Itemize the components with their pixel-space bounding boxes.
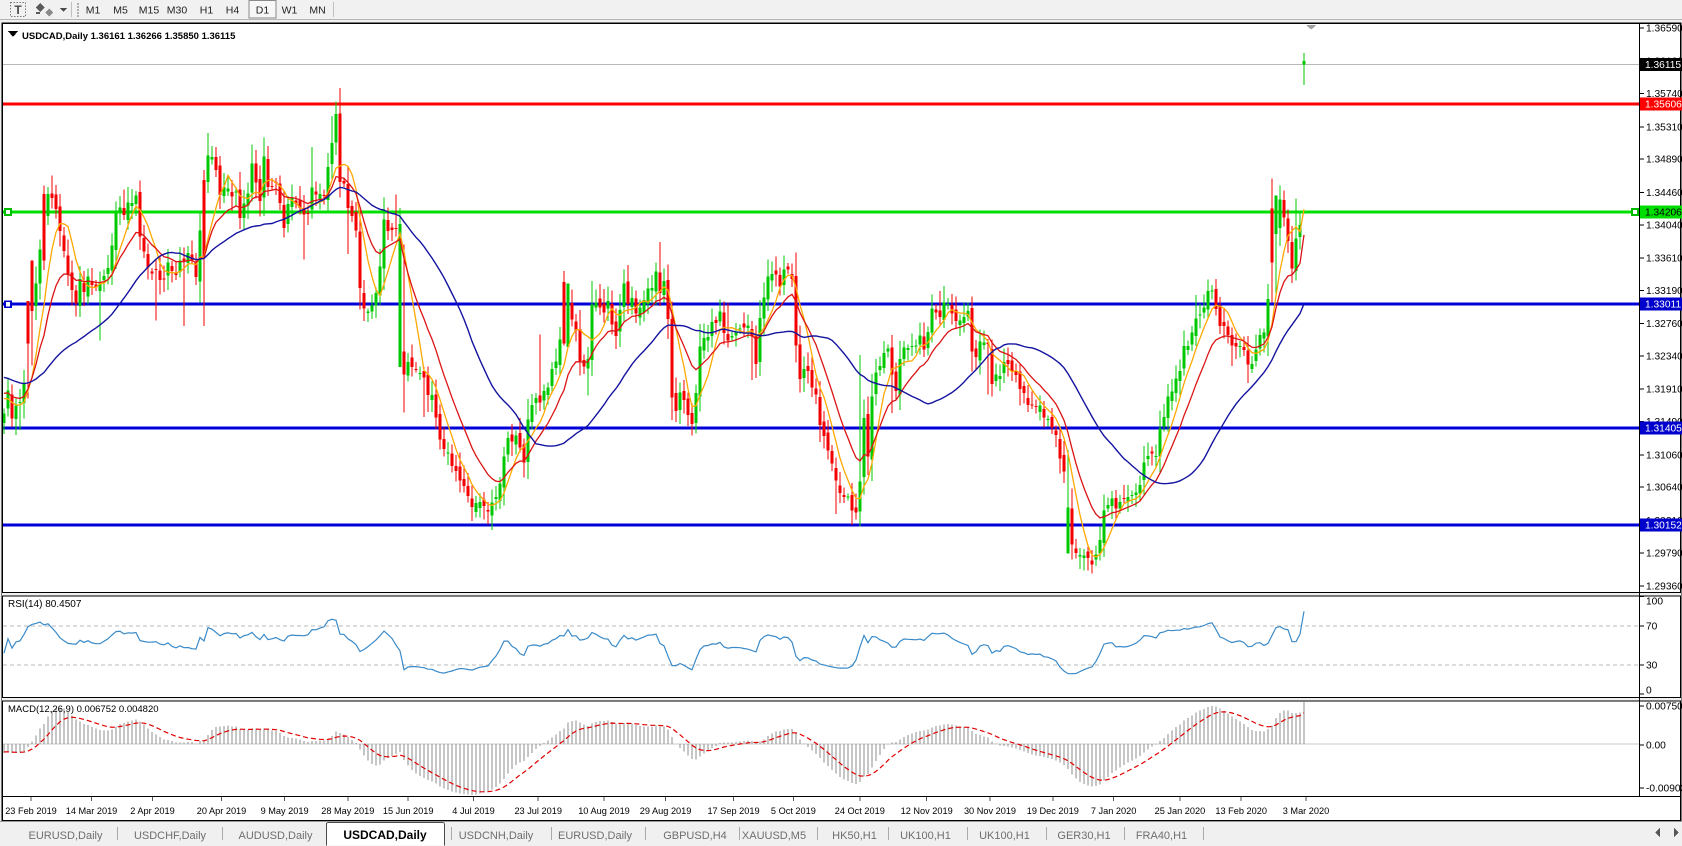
svg-text:W1: W1 bbox=[282, 5, 298, 17]
svg-text:USDCNH,Daily: USDCNH,Daily bbox=[459, 830, 534, 842]
svg-text:USDCHF,Daily: USDCHF,Daily bbox=[134, 830, 207, 842]
svg-text:T: T bbox=[14, 3, 22, 17]
svg-text:UK100,H1: UK100,H1 bbox=[979, 830, 1030, 842]
svg-text:1.34040: 1.34040 bbox=[1646, 220, 1682, 231]
svg-text:1.33610: 1.33610 bbox=[1646, 254, 1682, 265]
svg-text:1.32760: 1.32760 bbox=[1646, 319, 1682, 330]
svg-text:1.31405: 1.31405 bbox=[1645, 424, 1682, 435]
svg-text:1.36590: 1.36590 bbox=[1646, 24, 1682, 35]
svg-text:15 Jun 2019: 15 Jun 2019 bbox=[383, 806, 434, 816]
svg-text:MN: MN bbox=[309, 5, 325, 17]
svg-text:23 Jul 2019: 23 Jul 2019 bbox=[514, 806, 562, 816]
svg-text:0: 0 bbox=[1646, 686, 1652, 697]
svg-text:M1: M1 bbox=[86, 5, 101, 17]
svg-text:29 Aug 2019: 29 Aug 2019 bbox=[640, 806, 692, 816]
svg-text:2 Apr 2019: 2 Apr 2019 bbox=[130, 806, 174, 816]
svg-text:0.00: 0.00 bbox=[1646, 741, 1666, 752]
svg-text:25 Jan 2020: 25 Jan 2020 bbox=[1155, 806, 1206, 816]
svg-text:1.34460: 1.34460 bbox=[1646, 188, 1682, 199]
svg-text:XAUUSD,M5: XAUUSD,M5 bbox=[742, 830, 806, 842]
svg-text:M5: M5 bbox=[113, 5, 128, 17]
svg-text:13 Feb 2020: 13 Feb 2020 bbox=[1215, 806, 1267, 816]
svg-text:9 May 2019: 9 May 2019 bbox=[261, 806, 309, 816]
svg-text:1.35740: 1.35740 bbox=[1646, 89, 1682, 100]
svg-text:4 Jul 2019: 4 Jul 2019 bbox=[452, 806, 494, 816]
svg-text:1.32340: 1.32340 bbox=[1646, 352, 1682, 363]
svg-text:5 Oct 2019: 5 Oct 2019 bbox=[771, 806, 816, 816]
svg-text:12 Nov 2019: 12 Nov 2019 bbox=[901, 806, 953, 816]
svg-text:23 Feb 2019: 23 Feb 2019 bbox=[5, 806, 57, 816]
svg-text:17 Sep 2019: 17 Sep 2019 bbox=[707, 806, 759, 816]
svg-text:1.35606: 1.35606 bbox=[1645, 99, 1682, 110]
svg-text:19 Dec 2019: 19 Dec 2019 bbox=[1027, 806, 1079, 816]
svg-text:1.34890: 1.34890 bbox=[1646, 155, 1682, 166]
svg-text:EURUSD,Daily: EURUSD,Daily bbox=[558, 830, 632, 842]
svg-text:7 Jan 2020: 7 Jan 2020 bbox=[1091, 806, 1136, 816]
svg-text:20 Apr 2019: 20 Apr 2019 bbox=[197, 806, 247, 816]
svg-text:30 Nov 2019: 30 Nov 2019 bbox=[964, 806, 1016, 816]
svg-text:24 Oct 2019: 24 Oct 2019 bbox=[835, 806, 885, 816]
svg-text:1.29360: 1.29360 bbox=[1646, 582, 1682, 593]
svg-text:1.31910: 1.31910 bbox=[1646, 385, 1682, 396]
svg-text:GER30,H1: GER30,H1 bbox=[1057, 830, 1110, 842]
svg-text:AUDUSD,Daily: AUDUSD,Daily bbox=[239, 830, 313, 842]
svg-text:0.007503: 0.007503 bbox=[1646, 702, 1682, 713]
svg-text:D1: D1 bbox=[256, 5, 270, 17]
svg-text:1.29790: 1.29790 bbox=[1646, 548, 1682, 559]
svg-text:-0.009033: -0.009033 bbox=[1646, 784, 1682, 795]
svg-text:14 Mar 2019: 14 Mar 2019 bbox=[66, 806, 118, 816]
svg-text:MACD(12,26,9) 0.006752 0.00482: MACD(12,26,9) 0.006752 0.004820 bbox=[8, 704, 159, 715]
svg-text:H1: H1 bbox=[200, 5, 214, 17]
svg-text:GBPUSD,H4: GBPUSD,H4 bbox=[663, 830, 727, 842]
svg-text:EURUSD,Daily: EURUSD,Daily bbox=[29, 830, 103, 842]
svg-text:FRA40,H1: FRA40,H1 bbox=[1136, 830, 1187, 842]
svg-text:1.36115: 1.36115 bbox=[1645, 60, 1681, 71]
svg-text:HK50,H1: HK50,H1 bbox=[832, 830, 877, 842]
svg-text:3 Mar 2020: 3 Mar 2020 bbox=[1283, 806, 1329, 816]
svg-text:1.31060: 1.31060 bbox=[1646, 450, 1682, 461]
svg-text:30: 30 bbox=[1646, 661, 1658, 672]
svg-text:M15: M15 bbox=[139, 5, 160, 17]
svg-text:1.34206: 1.34206 bbox=[1645, 208, 1682, 219]
svg-text:1.33190: 1.33190 bbox=[1646, 286, 1682, 297]
svg-text:USDCAD,Daily 1.36161 1.36266: USDCAD,Daily 1.36161 1.36266 1.35850 1.3… bbox=[22, 31, 236, 42]
svg-text:1.30640: 1.30640 bbox=[1646, 483, 1682, 494]
svg-text:H4: H4 bbox=[226, 5, 240, 17]
svg-text:M30: M30 bbox=[167, 5, 188, 17]
svg-text:1.30152: 1.30152 bbox=[1645, 520, 1682, 531]
svg-text:1.35310: 1.35310 bbox=[1646, 122, 1682, 133]
svg-text:1.33011: 1.33011 bbox=[1645, 300, 1681, 311]
svg-text:70: 70 bbox=[1646, 622, 1658, 633]
svg-text:USDCAD,Daily: USDCAD,Daily bbox=[343, 828, 427, 842]
svg-text:100: 100 bbox=[1646, 597, 1663, 608]
svg-text:RSI(14) 80.4507: RSI(14) 80.4507 bbox=[8, 599, 82, 610]
svg-text:28 May 2019: 28 May 2019 bbox=[321, 806, 374, 816]
svg-text:UK100,H1: UK100,H1 bbox=[900, 830, 951, 842]
svg-text:10 Aug 2019: 10 Aug 2019 bbox=[578, 806, 630, 816]
